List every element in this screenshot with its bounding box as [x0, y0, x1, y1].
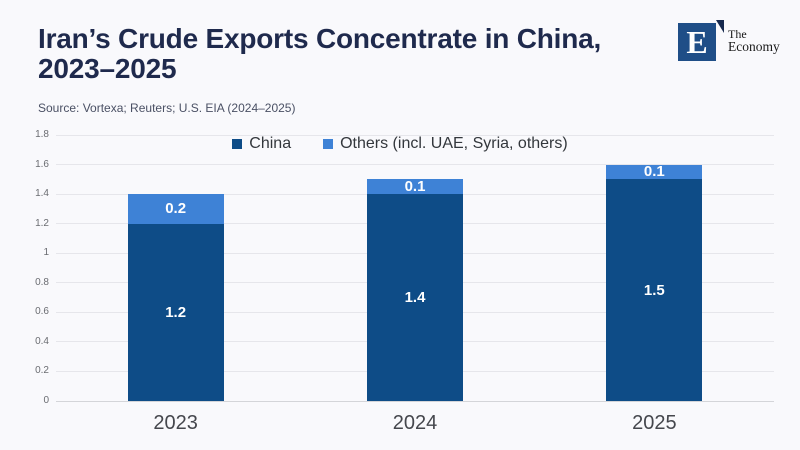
y-axis-tick-label: 0 [43, 395, 49, 406]
x-axis-label-2023: 2023 [153, 412, 198, 434]
y-axis-tick-label: 0.6 [35, 306, 49, 318]
logo-e-icon: E [678, 23, 716, 61]
logo-letter: E [686, 24, 708, 60]
title-line-1: Iran’s Crude Exports Concentrate in Chin… [38, 23, 602, 54]
bar-value-label: 1.4 [404, 289, 426, 307]
x-axis-label-2025: 2025 [632, 412, 677, 434]
y-axis-tick-label: 1.8 [35, 129, 49, 140]
y-axis-tick-label: 0.2 [35, 365, 49, 377]
bar-segment-2023-china: 1.2 [127, 223, 224, 401]
source-note: Source: Vortexa; Reuters; U.S. EIA (2024… [38, 101, 296, 115]
legend-swatch-icon [323, 138, 334, 149]
logo-brand-line1: The [728, 27, 747, 41]
logo-brand-text: The Economy [728, 28, 780, 54]
y-axis-tick-label: 1.4 [35, 188, 49, 200]
x-axis-label-2024: 2024 [392, 412, 438, 434]
page-title: Iran’s Crude Exports Concentrate in Chin… [38, 24, 658, 84]
legend-item-china: China [232, 134, 291, 153]
bar-value-label: 0.1 [404, 178, 426, 196]
y-axis-tick-label: 0.4 [35, 335, 49, 347]
legend-swatch-icon [232, 138, 243, 149]
bar-segment-2024-others: 0.1 [367, 178, 463, 196]
bar-segment-2025-others: 0.1 [606, 163, 703, 181]
logo: E The Economy [678, 20, 788, 64]
bar-segment-2024-china: 1.4 [367, 194, 463, 401]
legend-item-others: Others (incl. UAE, Syria, others) [323, 134, 568, 153]
gridline-1.8 [56, 134, 774, 136]
legend-label: Others (incl. UAE, Syria, others) [340, 135, 568, 152]
y-axis-tick-label: 1.6 [35, 158, 49, 170]
legend-label: China [249, 135, 292, 152]
bar-segment-2025-china: 1.5 [606, 179, 703, 401]
logo-brand-line2: Economy [728, 39, 780, 54]
gridline-1.6 [56, 164, 774, 166]
bar-value-label: 1.2 [165, 303, 187, 321]
title-line-2: 2023–2025 [38, 53, 177, 84]
logo-quote-mark-icon [716, 20, 724, 33]
bar-value-label: 0.2 [165, 200, 187, 218]
bar-segment-2023-others: 0.2 [127, 194, 224, 224]
gridline-0 [56, 400, 774, 402]
y-axis-tick-label: 1 [43, 247, 49, 259]
y-axis-tick-label: 1.2 [35, 217, 49, 229]
chart-legend: China Others (incl. UAE, Syria, others) [0, 134, 800, 153]
bar-value-label: 0.1 [643, 163, 665, 181]
bar-value-label: 1.5 [643, 281, 665, 299]
y-axis-tick-label: 0.8 [35, 276, 49, 288]
